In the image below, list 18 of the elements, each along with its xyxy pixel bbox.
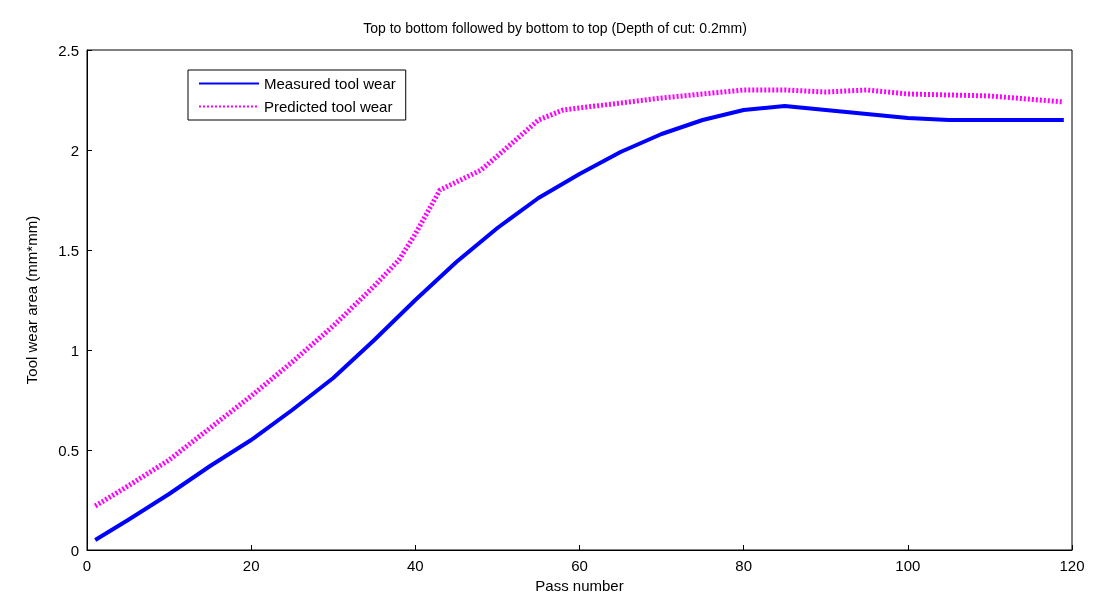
y-tick-label: 1 bbox=[70, 341, 79, 359]
x-tick-label: 100 bbox=[895, 557, 921, 574]
y-tick-label: 2.5 bbox=[58, 41, 79, 59]
legend-label: Measured tool wear bbox=[264, 75, 396, 92]
y-tick-label: 0.5 bbox=[58, 441, 79, 459]
y-tick-label: 0 bbox=[70, 541, 79, 559]
x-tick-label: 120 bbox=[1059, 557, 1085, 574]
x-tick-label: 20 bbox=[242, 557, 260, 574]
y-tick-label: 1.5 bbox=[58, 241, 79, 259]
chart-title: Top to bottom followed by bottom to top (Depth of cut: 0.2mm) bbox=[363, 20, 747, 36]
x-tick-label: 60 bbox=[571, 557, 588, 574]
x-tick-label: 40 bbox=[406, 557, 424, 574]
x-tick-label: 0 bbox=[82, 557, 92, 574]
legend-label: Predicted tool wear bbox=[264, 98, 393, 115]
x-tick-label: 80 bbox=[735, 557, 753, 574]
y-tick-label: 2 bbox=[70, 141, 79, 159]
y-axis-title: Tool wear area (mm*mm) bbox=[23, 215, 40, 385]
x-axis-title: Pass number bbox=[535, 577, 624, 594]
